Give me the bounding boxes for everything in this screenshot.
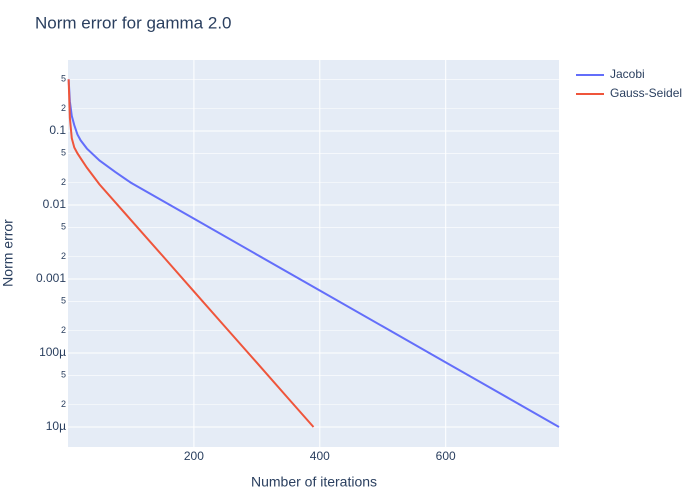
plot-area bbox=[68, 60, 559, 447]
y-minor-tick-label: 2 bbox=[61, 399, 66, 409]
series-line bbox=[67, 79, 560, 428]
y-minor-tick-label: 5 bbox=[61, 370, 66, 380]
y-tick-label: 10µ bbox=[46, 419, 66, 433]
y-tick-label: 0.001 bbox=[36, 271, 66, 285]
x-tick-label: 400 bbox=[310, 449, 330, 463]
y-minor-tick-label: 2 bbox=[61, 325, 66, 335]
y-tick-label: 0.1 bbox=[49, 123, 66, 137]
y-minor-tick-label: 2 bbox=[61, 251, 66, 261]
y-minor-tick-label: 5 bbox=[61, 148, 66, 158]
y-minor-tick-label: 5 bbox=[61, 296, 66, 306]
x-axis-title: Number of iterations bbox=[251, 474, 377, 490]
y-minor-tick-label: 5 bbox=[61, 222, 66, 232]
y-tick-label: 0.01 bbox=[43, 197, 67, 211]
y-minor-tick-label: 2 bbox=[61, 177, 66, 187]
legend-label: Gauss-Seidel bbox=[610, 86, 682, 100]
y-minor-tick-label: 2 bbox=[61, 103, 66, 113]
y-minor-tick-label: 5 bbox=[61, 74, 66, 84]
x-tick-label: 600 bbox=[436, 449, 456, 463]
legend-label: Jacobi bbox=[610, 67, 645, 81]
chart-title: Norm error for gamma 2.0 bbox=[35, 13, 232, 32]
x-tick-label: 200 bbox=[184, 449, 204, 463]
series-line bbox=[67, 79, 315, 428]
y-axis-title: Norm error bbox=[0, 219, 16, 287]
y-tick-label: 100µ bbox=[39, 345, 66, 359]
